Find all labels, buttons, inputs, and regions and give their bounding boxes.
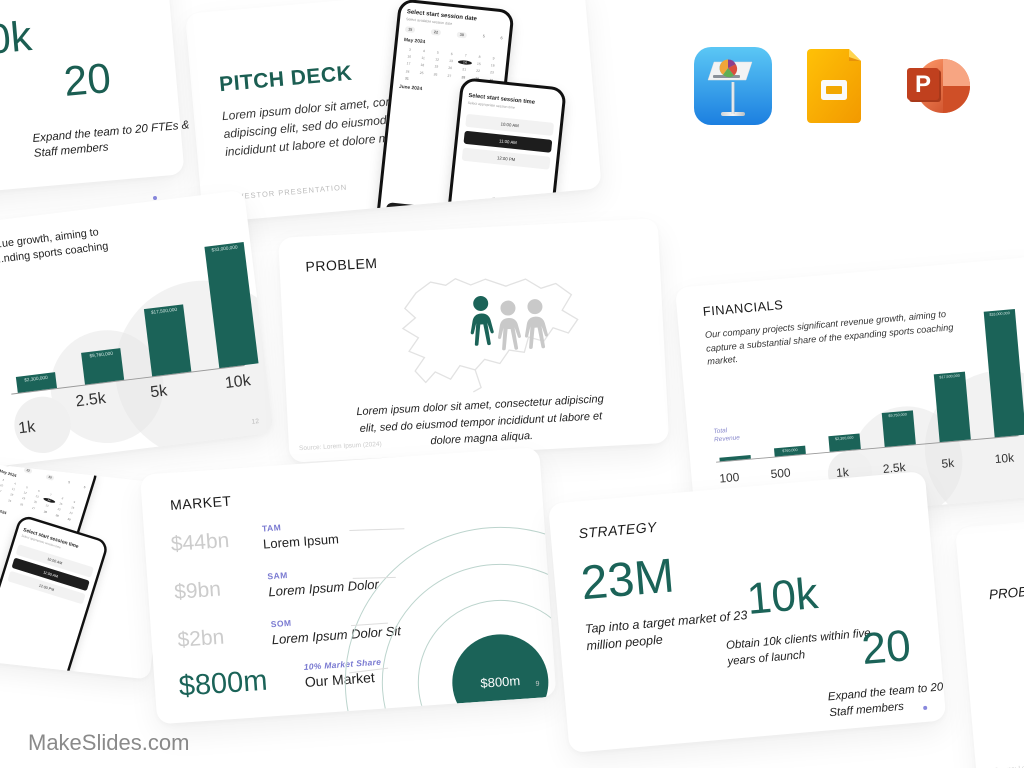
svg-text:P: P bbox=[915, 71, 931, 98]
